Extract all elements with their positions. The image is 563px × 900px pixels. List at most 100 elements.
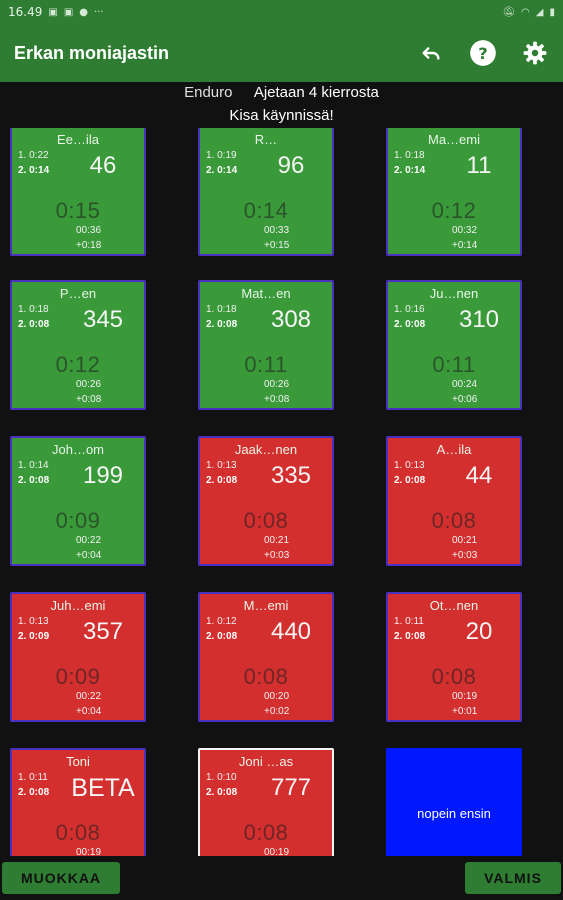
status-bar: 16.49 ▣ ▣ ● ··· 🔕︎ ◠ ◢ ▮ — [0, 0, 563, 24]
competitor-card[interactable]: Joni …as 1. 0:10 2. 0:08 777 0:08 00:19 — [198, 748, 334, 856]
competitor-card[interactable]: Juh…emi 1. 0:13 2. 0:09 357 0:09 00:22 +0:04 — [10, 592, 146, 722]
laps-label: Ajetaan 4 kierrosta — [253, 84, 379, 101]
lap-1-time: 1. 0:13 — [18, 616, 49, 627]
status-time: 16.49 — [8, 5, 43, 19]
bottom-bar: MUOKKAA VALMIS — [0, 856, 563, 900]
competitor-card[interactable]: P…en 1. 0:18 2. 0:08 345 0:12 00:26 +0:08 — [10, 280, 146, 410]
lap-2-time: 2. 0:08 — [206, 787, 238, 798]
wifi-icon: ◠ — [521, 6, 530, 18]
elapsed-time: 00:24 — [452, 379, 478, 390]
lap-2-time: 2. 0:08 — [18, 319, 50, 330]
f-icon: ● — [79, 6, 88, 18]
competitor-card[interactable]: Jaak…nen 1. 0:13 2. 0:08 335 0:08 00:21 +0:03 — [198, 436, 334, 566]
elapsed-time: 00:19 — [452, 691, 478, 702]
competitor-name: P…en — [59, 286, 97, 301]
undo-icon[interactable] — [417, 39, 445, 67]
competitor-name: M…emi — [243, 598, 289, 613]
competitor-card[interactable]: A…ila 1. 0:13 2. 0:08 44 0:08 00:21 +0:03 — [386, 436, 522, 566]
elapsed-time: 00:22 — [76, 535, 102, 546]
time-difference: +0:18 — [76, 240, 102, 251]
lap-1-time: 1. 0:13 — [394, 460, 425, 471]
sport-label: Enduro — [184, 84, 233, 101]
competitor-name: A…ila — [436, 442, 472, 457]
settings-icon[interactable] — [521, 39, 549, 67]
current-lap-time: 0:08 — [431, 664, 477, 689]
current-lap-time: 0:09 — [55, 508, 101, 533]
help-icon[interactable]: ? — [469, 39, 497, 67]
elapsed-time: 00:20 — [264, 691, 290, 702]
lap-2-time: 2. 0:09 — [18, 631, 50, 642]
sort-button-label: nopein ensin — [417, 805, 491, 821]
time-difference: +0:02 — [264, 706, 290, 717]
competitor-name: Toni — [66, 754, 90, 769]
edit-button[interactable]: MUOKKAA — [2, 862, 120, 894]
done-button[interactable]: VALMIS — [465, 862, 561, 894]
current-lap-time: 0:08 — [243, 508, 289, 533]
competitor-number: 440 — [270, 618, 312, 645]
lap-2-time: 2. 0:08 — [206, 631, 238, 642]
time-difference: +0:14 — [452, 240, 478, 251]
race-status: Kisa käynnissä! — [229, 107, 334, 124]
sort-fastest-first-button[interactable]: nopein ensin — [386, 748, 522, 856]
svg-text:?: ? — [478, 44, 487, 63]
competitor-card[interactable]: Toni 1. 0:11 2. 0:08 BETA 0:08 00:19 — [10, 748, 146, 856]
image-icon: ▣ — [63, 6, 74, 18]
lap-1-time: 1. 0:14 — [18, 460, 49, 471]
elapsed-time: 00:26 — [76, 379, 102, 390]
elapsed-time: 00:21 — [264, 535, 290, 546]
mute-icon: 🔕︎ — [502, 6, 516, 18]
current-lap-time: 0:12 — [55, 352, 101, 377]
competitor-card[interactable]: R… 1. 0:19 2. 0:14 96 0:14 00:33 +0:15 — [198, 128, 334, 256]
competitor-number: 308 — [270, 306, 312, 333]
elapsed-time: 00:19 — [76, 847, 102, 856]
time-difference: +0:03 — [264, 550, 290, 561]
competitor-name: Ee…ila — [57, 132, 99, 147]
race-info: Enduro Ajetaan 4 kierrosta — [0, 84, 563, 106]
current-lap-time: 0:15 — [55, 198, 101, 223]
competitor-card[interactable]: M…emi 1. 0:12 2. 0:08 440 0:08 00:20 +0:02 — [198, 592, 334, 722]
lap-2-time: 2. 0:08 — [394, 319, 426, 330]
competitor-card[interactable]: Ot…nen 1. 0:11 2. 0:08 20 0:08 00:19 +0:01 — [386, 592, 522, 722]
lap-1-time: 1. 0:11 — [394, 616, 424, 627]
lap-2-time: 2. 0:08 — [18, 787, 50, 798]
competitor-name: Ju…nen — [429, 286, 479, 301]
elapsed-time: 00:22 — [76, 691, 102, 702]
competitor-number: 310 — [458, 306, 500, 333]
lap-1-time: 1. 0:18 — [394, 150, 425, 161]
lap-2-time: 2. 0:08 — [394, 475, 426, 486]
time-difference: +0:03 — [452, 550, 478, 561]
image-icon: ▣ — [48, 6, 58, 18]
signal-icon: ◢ — [535, 6, 544, 18]
competitor-name: Ma…emi — [427, 132, 480, 147]
lap-1-time: 1. 0:22 — [18, 150, 49, 161]
lap-2-time: 2. 0:08 — [18, 475, 50, 486]
competitor-name: Ot…nen — [429, 598, 479, 613]
competitor-number: BETA — [71, 774, 135, 802]
lap-1-time: 1. 0:18 — [18, 304, 49, 315]
current-lap-time: 0:08 — [243, 664, 289, 689]
app-bar: Erkan moniajastin ? — [0, 24, 563, 82]
lap-2-time: 2. 0:14 — [18, 165, 50, 176]
current-lap-time: 0:08 — [243, 820, 289, 845]
lap-1-time: 1. 0:19 — [206, 150, 237, 161]
time-difference: +0:08 — [264, 394, 290, 405]
current-lap-time: 0:08 — [55, 820, 101, 845]
current-lap-time: 0:11 — [244, 352, 288, 377]
competitor-name: Juh…emi — [50, 598, 106, 613]
lap-2-time: 2. 0:14 — [206, 165, 238, 176]
lap-2-time: 2. 0:14 — [394, 165, 426, 176]
competitor-card[interactable]: Ju…nen 1. 0:16 2. 0:08 310 0:11 00:24 +0:06 — [386, 280, 522, 410]
competitor-card[interactable]: Ma…emi 1. 0:18 2. 0:14 11 0:12 00:32 +0:14 — [386, 128, 522, 256]
competitor-number: 46 — [89, 152, 117, 179]
competitor-name: Jaak…nen — [234, 442, 298, 457]
competitor-number: 345 — [82, 306, 124, 333]
lap-1-time: 1. 0:18 — [206, 304, 237, 315]
competitor-number: 357 — [82, 618, 124, 645]
competitor-card[interactable]: Mat…en 1. 0:18 2. 0:08 308 0:11 00:26 +0:08 — [198, 280, 334, 410]
current-lap-time: 0:11 — [432, 352, 476, 377]
elapsed-time: 00:19 — [264, 847, 290, 856]
competitor-card[interactable]: Ee…ila 1. 0:22 2. 0:14 46 0:15 00:36 +0:18 — [10, 128, 146, 256]
elapsed-time: 00:32 — [452, 225, 478, 236]
time-difference: +0:15 — [264, 240, 290, 251]
competitor-card[interactable]: Joh…om 1. 0:14 2. 0:08 199 0:09 00:22 +0:04 — [10, 436, 146, 566]
